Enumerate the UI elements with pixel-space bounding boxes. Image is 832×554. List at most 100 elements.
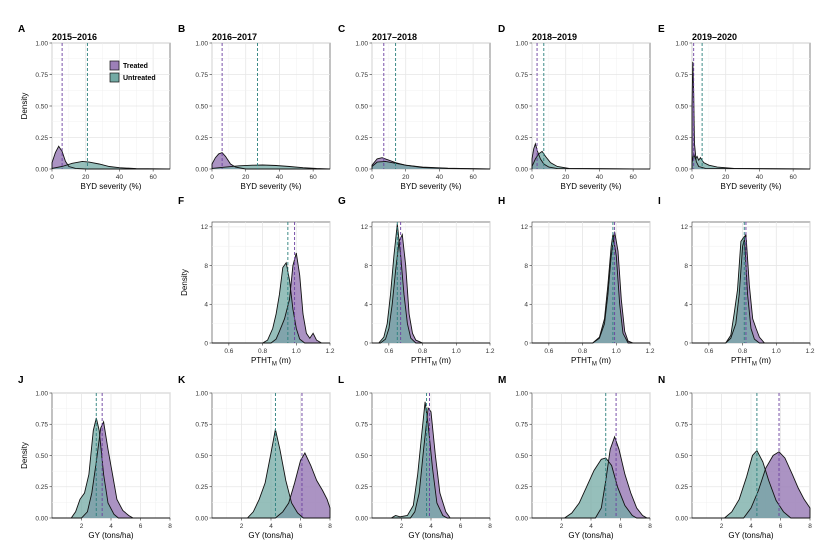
panel-letter: L [338,375,344,386]
y-tick-label: 0.00 [35,515,48,522]
x-tick-label: 6 [299,523,303,530]
x-tick-label: 2 [720,523,724,530]
panel-j: J 2 4 6 8 0.00 0.25 0.50 0.75 1.00 GY (tons/ha) Den… [18,375,172,540]
y-tick-label: 0.50 [195,453,208,460]
panel-letter: C [338,24,345,35]
treated-density-line [51,145,170,170]
panel-title: 2019–2020 [692,32,737,42]
x-axis-label-subscript: M [432,362,437,368]
treated-density-line [532,435,650,519]
y-tick-label: 0.75 [515,72,528,79]
panel-letter: K [178,375,186,386]
x-tick-label: 4 [749,523,753,530]
y-tick-label: 0.25 [355,484,368,491]
y-axis-label: Density [180,269,189,296]
panel-g: G 0.6 0.8 1.0 1.2 0 4 8 12 PTHTM (m) [338,196,495,368]
y-tick-label: 0 [204,340,208,347]
treated-density-line [212,252,330,344]
y-tick-label: 0.75 [515,422,528,429]
x-tick-label: 0.6 [544,348,553,355]
x-tick-label: 8 [648,523,652,530]
y-tick-label: 1.00 [675,40,688,47]
panel-title: 2017–2018 [372,32,417,42]
gridlines [211,42,330,170]
x-tick-label: 6 [459,523,463,530]
panel-h: H 0.6 0.8 1.0 1.2 0 4 8 12 PTHTM (m) [498,196,655,368]
panel-l: L 2 4 6 8 0.00 0.25 0.50 0.75 1.00 GY (tons/ha) [338,375,492,540]
treated-density-line [532,231,650,344]
panel-i: I 0.6 0.8 1.0 1.2 0 4 8 12 PTHTM (m) [658,196,815,368]
y-tick-label: 0.75 [35,72,48,79]
y-tick-label: 0.50 [515,453,528,460]
x-tick-label: 40 [116,174,124,181]
x-tick-label: 20 [242,174,250,181]
panel-letter: A [18,24,25,35]
x-axis-label-subscript: M [592,362,597,368]
x-tick-label: 1.0 [772,348,781,355]
x-tick-label: 1.2 [645,348,654,355]
x-tick-label: 40 [436,174,444,181]
x-axis-label: PTHTM (m) [571,356,611,368]
x-tick-label: 2 [400,523,404,530]
x-axis-label-unit: (m) [437,356,452,365]
treated-density-line [692,451,811,519]
x-axis-label-unit: (m) [757,356,772,365]
panel-title: 2016–2017 [212,32,257,42]
x-tick-label: 0.6 [384,348,393,355]
x-axis-label: BYD severity (%) [401,182,462,191]
x-tick-label: 6 [619,523,623,530]
y-tick-label: 12 [361,224,369,231]
panel-letter: M [498,375,506,386]
y-tick-label: 0.00 [355,515,368,522]
y-tick-label: 1.00 [675,390,688,397]
x-tick-label: 4 [429,523,433,530]
treated-density-line [212,452,331,519]
panel-letter: G [338,196,346,207]
x-tick-label: 20 [402,174,410,181]
y-tick-label: 0.25 [35,484,48,491]
y-tick-label: 12 [681,224,689,231]
x-tick-label: 0.8 [738,348,747,355]
legend-treated-label: Treated [123,63,148,70]
y-tick-label: 1.00 [515,390,528,397]
y-tick-label: 0.75 [35,422,48,429]
panel-title: 2018–2019 [532,32,577,42]
y-tick-label: 0.50 [35,103,48,110]
legend-treated-swatch [109,60,120,71]
x-tick-label: 60 [150,174,158,181]
y-tick-label: 0.50 [675,103,688,110]
x-tick-label: 1.0 [292,348,301,355]
x-tick-label: 2 [240,523,244,530]
x-tick-label: 8 [808,523,812,530]
x-tick-label: 4 [269,523,273,530]
x-tick-label: 1.2 [805,348,814,355]
x-tick-label: 1.0 [452,348,461,355]
panel-c: C 2017–2018 0 20 40 60 0.00 0.25 0.50 0.75 1.00 BYD… [338,24,491,191]
y-tick-label: 0.25 [515,484,528,491]
gridlines [52,392,171,519]
y-tick-label: 0.50 [675,453,688,460]
x-axis-label: GY (tons/ha) [88,531,134,540]
y-tick-label: 0.50 [355,103,368,110]
y-tick-label: 8 [364,263,368,270]
treated-density-line [691,61,811,170]
y-tick-label: 0 [364,340,368,347]
y-tick-label: 0.25 [35,135,48,142]
y-tick-label: 0.00 [675,166,688,173]
plot-area [531,221,651,344]
x-tick-label: 8 [488,523,492,530]
x-tick-label: 60 [630,174,638,181]
y-tick-label: 0.50 [515,103,528,110]
x-axis-label-main: PTHT [731,356,752,365]
panel-letter: F [178,196,184,207]
y-tick-label: 0.25 [675,135,688,142]
x-axis-label-unit: (m) [277,356,292,365]
y-tick-label: 0.25 [515,135,528,142]
panel-b: B 2016–2017 0 20 40 60 0.00 0.25 0.50 0.75 1.00 BYD… [178,24,331,191]
untreated-density-area [372,161,490,169]
x-axis-label-unit: (m) [597,356,612,365]
panel-a: A 2015–2016 0 20 40 60 0.00 0.25 0.50 0.75 1.00 BYD… [18,24,171,191]
y-tick-label: 0.00 [35,166,48,173]
untreated-density-line [372,401,490,519]
treated-density-line [52,420,170,519]
